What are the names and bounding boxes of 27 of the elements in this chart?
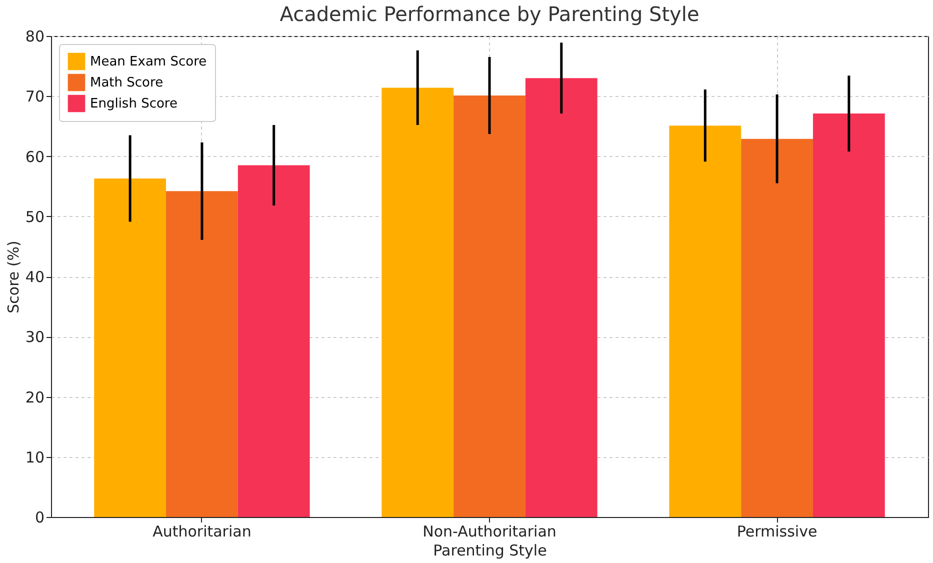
bar [94, 178, 166, 517]
bar [525, 78, 598, 517]
bar [166, 191, 238, 517]
y-tick-label: 20 [25, 388, 44, 406]
bar [669, 126, 742, 517]
y-tick-label: 10 [25, 448, 44, 466]
y-tick-label: 60 [25, 148, 44, 166]
bar [741, 138, 813, 517]
y-tick-label: 40 [25, 268, 44, 286]
x-tick-label: Non-Authoritarian [422, 522, 556, 540]
legend-label: Math Score [90, 76, 164, 90]
y-tick-label: 80 [25, 28, 44, 46]
x-tick-label: Permissive [736, 522, 818, 540]
x-tick-label: Authoritarian [152, 522, 252, 540]
legend-label: Mean Exam Score [90, 54, 207, 70]
bar [812, 114, 885, 517]
y-tick-label: 30 [25, 328, 44, 346]
x-axis-title: Parenting Style [433, 542, 547, 560]
y-tick-label: 70 [25, 88, 44, 106]
y-axis-title: Score (%) [4, 240, 22, 314]
legend-label: English Score [90, 96, 178, 112]
chart-title: Academic Performance by Parenting Style [280, 2, 700, 26]
y-tick-label: 50 [25, 208, 44, 226]
bar [382, 88, 454, 517]
y-tick-label: 0 [34, 508, 44, 526]
bar [238, 165, 310, 517]
bar [454, 96, 526, 517]
